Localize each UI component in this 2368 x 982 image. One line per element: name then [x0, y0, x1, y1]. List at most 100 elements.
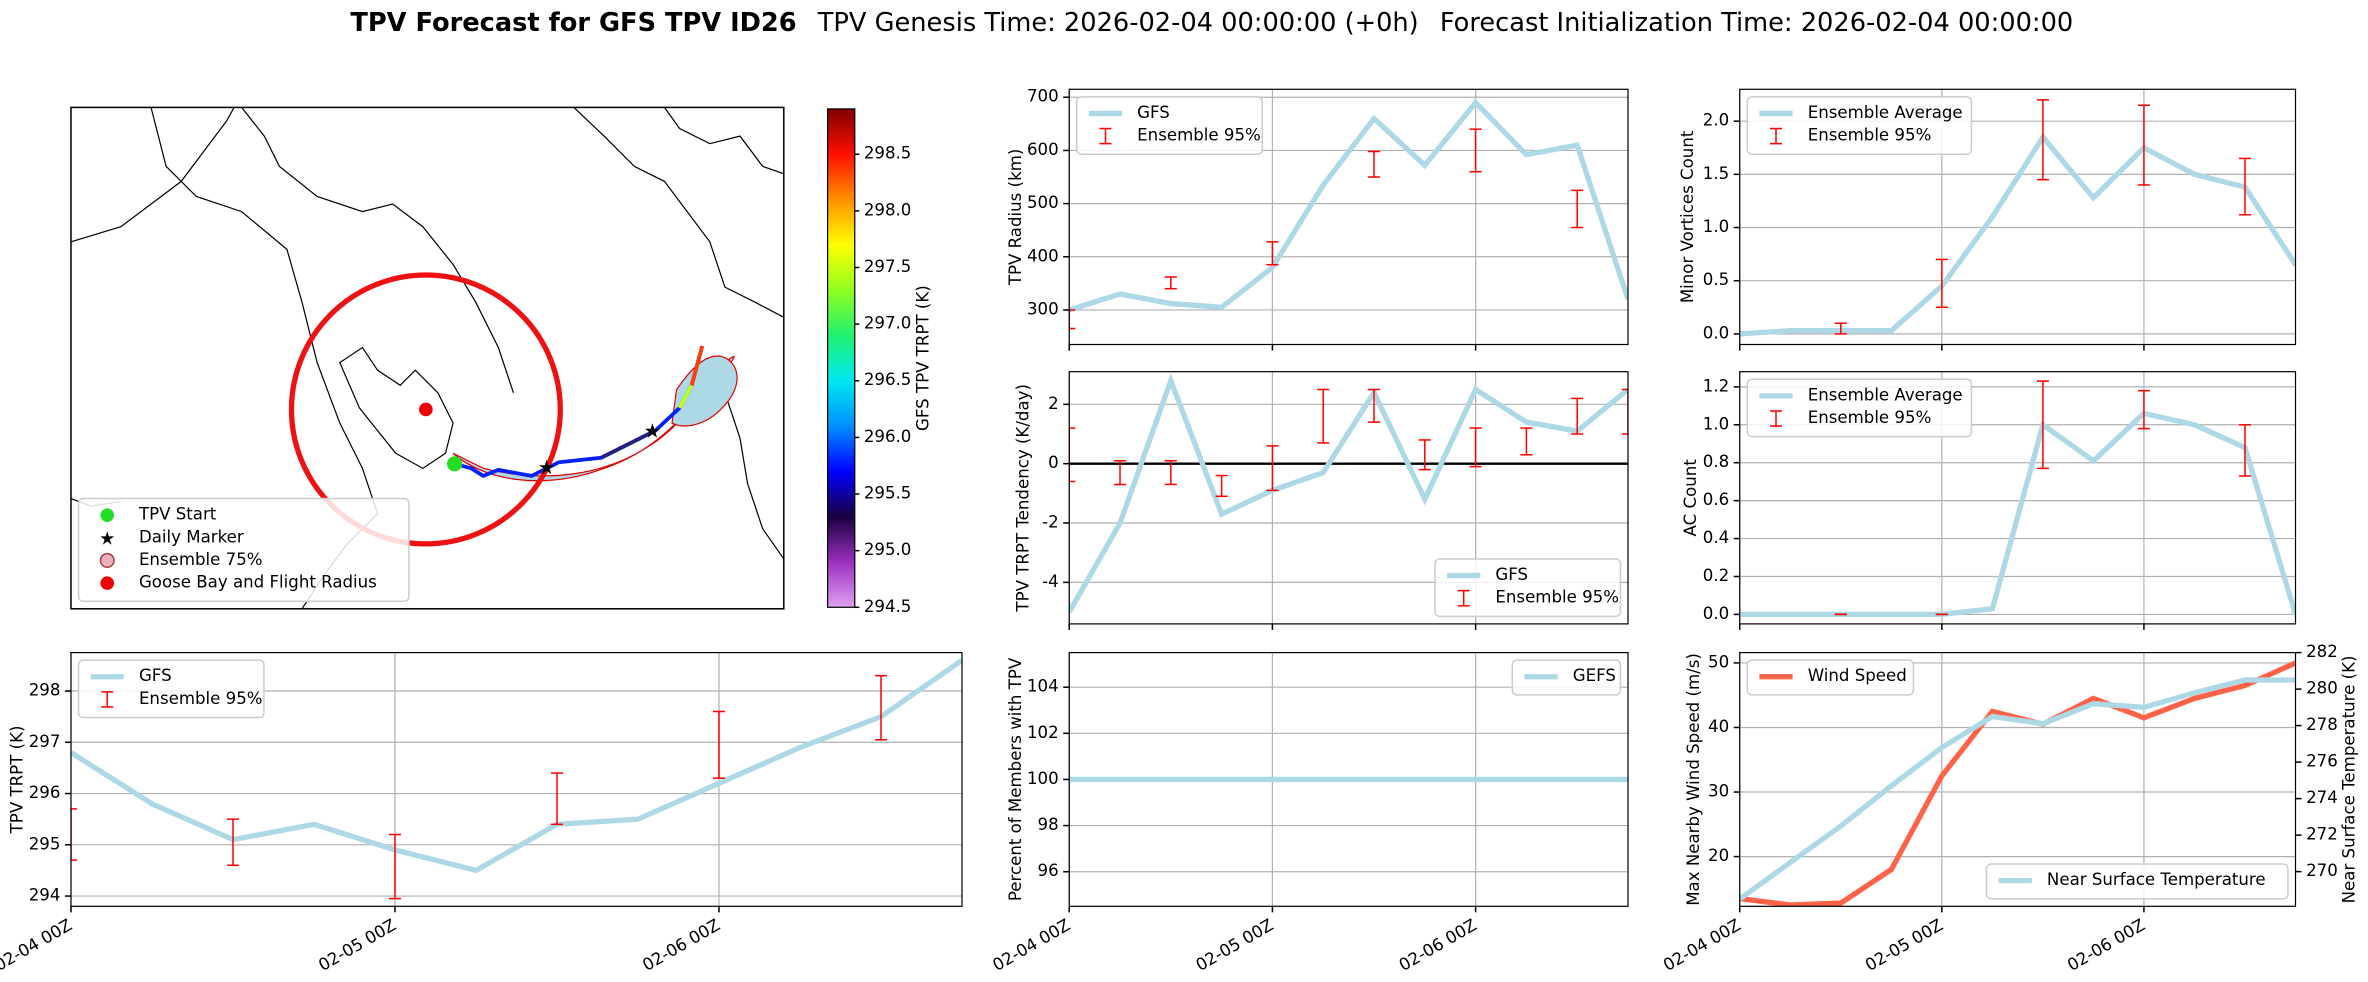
x-tick-label: 02-06 00Z: [2064, 915, 2148, 974]
colorbar-tick-label: 295.0: [864, 540, 912, 559]
error-bar: [1469, 128, 1482, 173]
legend-marker: [100, 508, 115, 522]
error-bar: [1317, 388, 1330, 444]
y-tick-label: 0.6: [1703, 490, 1729, 509]
y2-tick-label: 270: [2306, 861, 2338, 880]
colorbar-label: GFS TPV TRPT (K): [914, 285, 933, 431]
axes-frame: [1739, 371, 2297, 625]
error-bar: [2137, 104, 2150, 186]
figure-title: TPV Forecast for GFS TPV ID26 TPV Genesis…: [350, 7, 2073, 37]
legend-label: Ensemble Average: [1808, 103, 1963, 122]
ensemble-area: [452, 356, 735, 482]
y-axis-label: TPV TRPT Tendency (K/day): [1013, 384, 1032, 613]
colorbar-tick-label: 296.5: [864, 370, 912, 389]
legend-label: GFS: [1137, 103, 1170, 122]
legend-label: GEFS: [1573, 666, 1616, 685]
axes-frame: [1068, 651, 1629, 907]
error-bar: [2238, 424, 2252, 477]
legend-label: Wind Speed: [1808, 666, 1907, 685]
legend-label: Ensemble 75%: [139, 550, 263, 569]
series-line: [1739, 132, 2296, 337]
track: [689, 345, 705, 386]
series-line: [70, 658, 962, 874]
colorbar-tick-label: 298.5: [864, 144, 912, 163]
error-bar: [1164, 459, 1177, 486]
y-tick-label: 96: [1038, 861, 1059, 880]
y-tick-label: 1.5: [1703, 164, 1729, 183]
legend-label: Goose Bay and Flight Radius: [139, 573, 377, 592]
error-bar: [70, 808, 78, 861]
series-line: [1069, 372, 1628, 614]
tpv-start: [447, 456, 463, 472]
coastline: [573, 107, 784, 318]
y-tick-label: 297: [29, 732, 61, 751]
error-bar: [550, 772, 564, 826]
y-tick-label: 100: [1027, 769, 1059, 788]
y-axis-label: TPV Radius (km): [1006, 149, 1025, 287]
y2-tick-label: 278: [2306, 715, 2338, 734]
y-tick-label: 400: [1027, 246, 1059, 265]
error-bar: [1834, 322, 1847, 335]
y2-tick-label: 280: [2306, 679, 2338, 698]
series-line: [1739, 410, 2296, 618]
colorbar-tick-label: 298.0: [864, 200, 912, 219]
legend-label: Ensemble 95%: [1495, 588, 1619, 607]
y-tick-label: -4: [1042, 572, 1059, 591]
legend-box: [77, 659, 265, 719]
y-tick-label: 298: [29, 681, 61, 700]
y-tick-label: 1.0: [1703, 217, 1729, 236]
legend-marker: [99, 552, 115, 569]
y2-tick-label: 272: [2306, 825, 2338, 844]
legend-label: Ensemble Average: [1808, 385, 1963, 404]
coastline: [241, 107, 515, 394]
error-bar: [1571, 189, 1584, 229]
legend-box: [1746, 96, 1973, 155]
error-bar: [1069, 309, 1076, 330]
error-bar: [1621, 388, 1628, 435]
legend-label: Daily Marker: [139, 527, 244, 546]
y-tick-label: 40: [1708, 717, 1729, 736]
y-tick-label: 102: [1027, 723, 1059, 742]
legend-box: [1434, 558, 1622, 618]
axes-frame: [1068, 371, 1629, 625]
track: [454, 345, 705, 479]
y2-tick-label: 276: [2306, 752, 2338, 771]
track: [600, 428, 657, 460]
axes-frame: [1068, 88, 1629, 346]
error-bar: [1266, 241, 1279, 266]
error-bar: [1520, 427, 1533, 456]
legend-label: Near Surface Temperature: [2047, 870, 2266, 889]
flight-radius: [288, 272, 563, 547]
y2-tick-label: 282: [2306, 642, 2338, 661]
map-frame: [70, 106, 785, 610]
error-bar: [2036, 380, 2049, 470]
error-bar: [1069, 427, 1076, 483]
colorbar: [826, 108, 856, 608]
x-tick-label: 02-06 00Z: [639, 915, 723, 974]
y-tick-label: -2: [1042, 513, 1059, 532]
legend-box: [1985, 863, 2289, 900]
error-bar: [388, 833, 402, 900]
y-tick-label: 30: [1708, 782, 1729, 801]
ensemble-area: [671, 355, 738, 427]
axes-frame: [70, 651, 963, 907]
y-tick-label: 0.8: [1703, 452, 1729, 471]
daily-marker: ★: [644, 420, 662, 443]
x-tick-label: 02-05 00Z: [1193, 915, 1277, 974]
y-tick-label: 2.0: [1703, 111, 1729, 130]
error-bar: [1367, 388, 1381, 423]
y-axis-label: Minor Vortices Count: [1678, 130, 1697, 303]
goose-bay: [419, 402, 433, 417]
legend-label: Ensemble 95%: [139, 689, 263, 708]
legend-box: [1076, 96, 1263, 155]
y-tick-label: 600: [1027, 140, 1059, 159]
legend-label: Ensemble 95%: [1808, 126, 1932, 145]
daily-marker: ★: [538, 456, 556, 479]
x-tick-label: 02-04 00Z: [0, 915, 75, 974]
x-tick-label: 02-05 00Z: [315, 915, 399, 974]
y-tick-label: 0.0: [1703, 323, 1729, 342]
y-tick-label: 295: [29, 834, 61, 853]
error-bar: [1571, 397, 1584, 435]
legend-label: GFS: [1495, 565, 1528, 584]
